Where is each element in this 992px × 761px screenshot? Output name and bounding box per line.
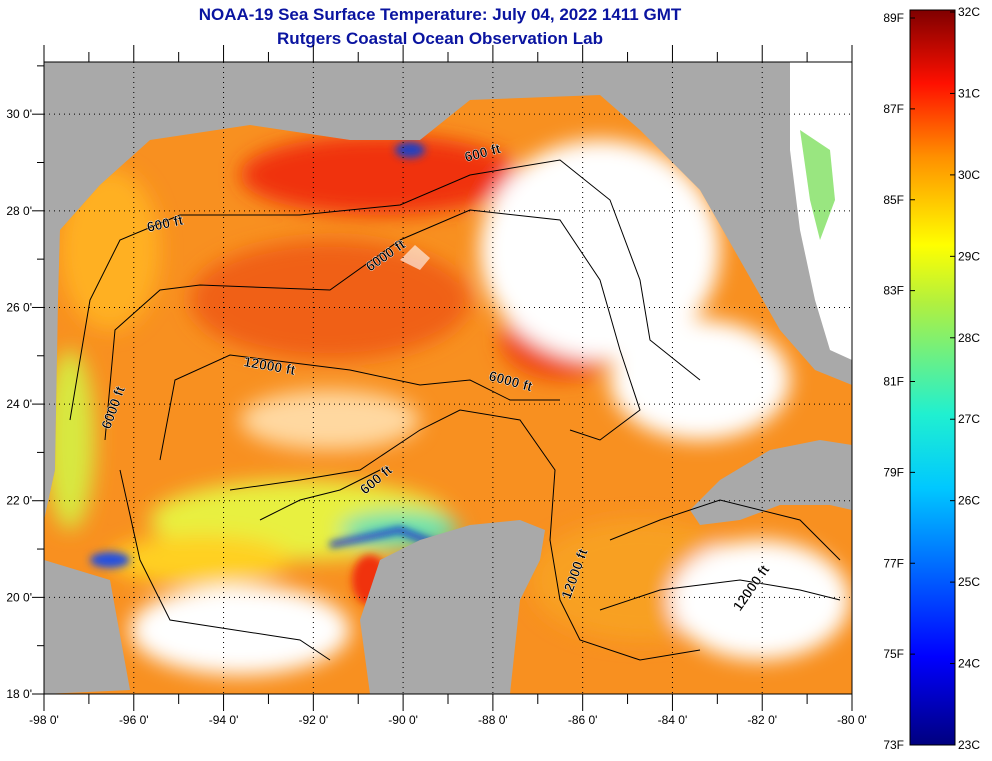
x-tick-label: -80 0' [837, 713, 867, 727]
colorbar-labels: 89F 87F 85F 83F 81F 79F 77F 75F 73F 32C 31C 30C 29C 2… [883, 5, 980, 752]
y-tick-label: 28 0' [6, 204, 32, 218]
x-tick-label: -94 0' [209, 713, 239, 727]
colorbar-label-c: 32C [958, 5, 980, 19]
map-axes: -98 0' -96 0' -94 0' -92 0' -90 0' -88 0' -86 … [6, 45, 867, 727]
colorbar-label-c: 31C [958, 86, 980, 100]
colorbar-label-c: 29C [958, 249, 980, 263]
colorbar-label-f: 77F [883, 556, 904, 570]
colorbar-label-f: 79F [883, 465, 904, 479]
colorbar-label-c: 28C [958, 331, 980, 345]
cuba-land [690, 440, 852, 525]
colorbar-label-f: 73F [883, 738, 904, 752]
colorbar-label-f: 89F [883, 11, 904, 25]
bathymetry-contours [69, 159, 841, 661]
mexico-land [44, 560, 130, 694]
x-tick-label: -92 0' [299, 713, 329, 727]
colorbar-label-c: 25C [958, 575, 980, 589]
map-subtitle: Rutgers Coastal Ocean Observation Lab [277, 29, 603, 48]
x-tick-label: -84 0' [658, 713, 688, 727]
colorbar-label-f: 81F [883, 375, 904, 389]
colorbar-label-c: 23C [958, 738, 980, 752]
colorbar-label-c: 27C [958, 412, 980, 426]
y-tick-label: 18 0' [6, 687, 32, 701]
graticule [44, 62, 852, 694]
y-tick-label: 30 0' [6, 107, 32, 121]
colorbar-label-f: 85F [883, 193, 904, 207]
y-tick-label: 26 0' [6, 300, 32, 314]
yucatan-land [360, 520, 545, 694]
colorbar-label-f: 75F [883, 647, 904, 661]
colorbar-label-c: 26C [958, 494, 980, 508]
y-tick-label: 22 0' [6, 494, 32, 508]
x-tick-label: -96 0' [119, 713, 149, 727]
contour-label: 600 ft [145, 212, 184, 235]
x-tick-label: -90 0' [388, 713, 418, 727]
colorbar-label-f: 83F [883, 284, 904, 298]
colorbar [909, 9, 956, 746]
x-tick-label: -82 0' [747, 713, 777, 727]
y-tick-label: 20 0' [6, 590, 32, 604]
x-tick-label: -86 0' [568, 713, 598, 727]
y-tick-label: 24 0' [6, 397, 32, 411]
colorbar-label-c: 24C [958, 657, 980, 671]
x-tick-label: -98 0' [29, 713, 59, 727]
colorbar-label-f: 87F [883, 102, 904, 116]
map-title: NOAA-19 Sea Surface Temperature: July 04… [198, 5, 682, 24]
colorbar-label-c: 30C [958, 168, 980, 182]
x-tick-label: -88 0' [478, 713, 508, 727]
